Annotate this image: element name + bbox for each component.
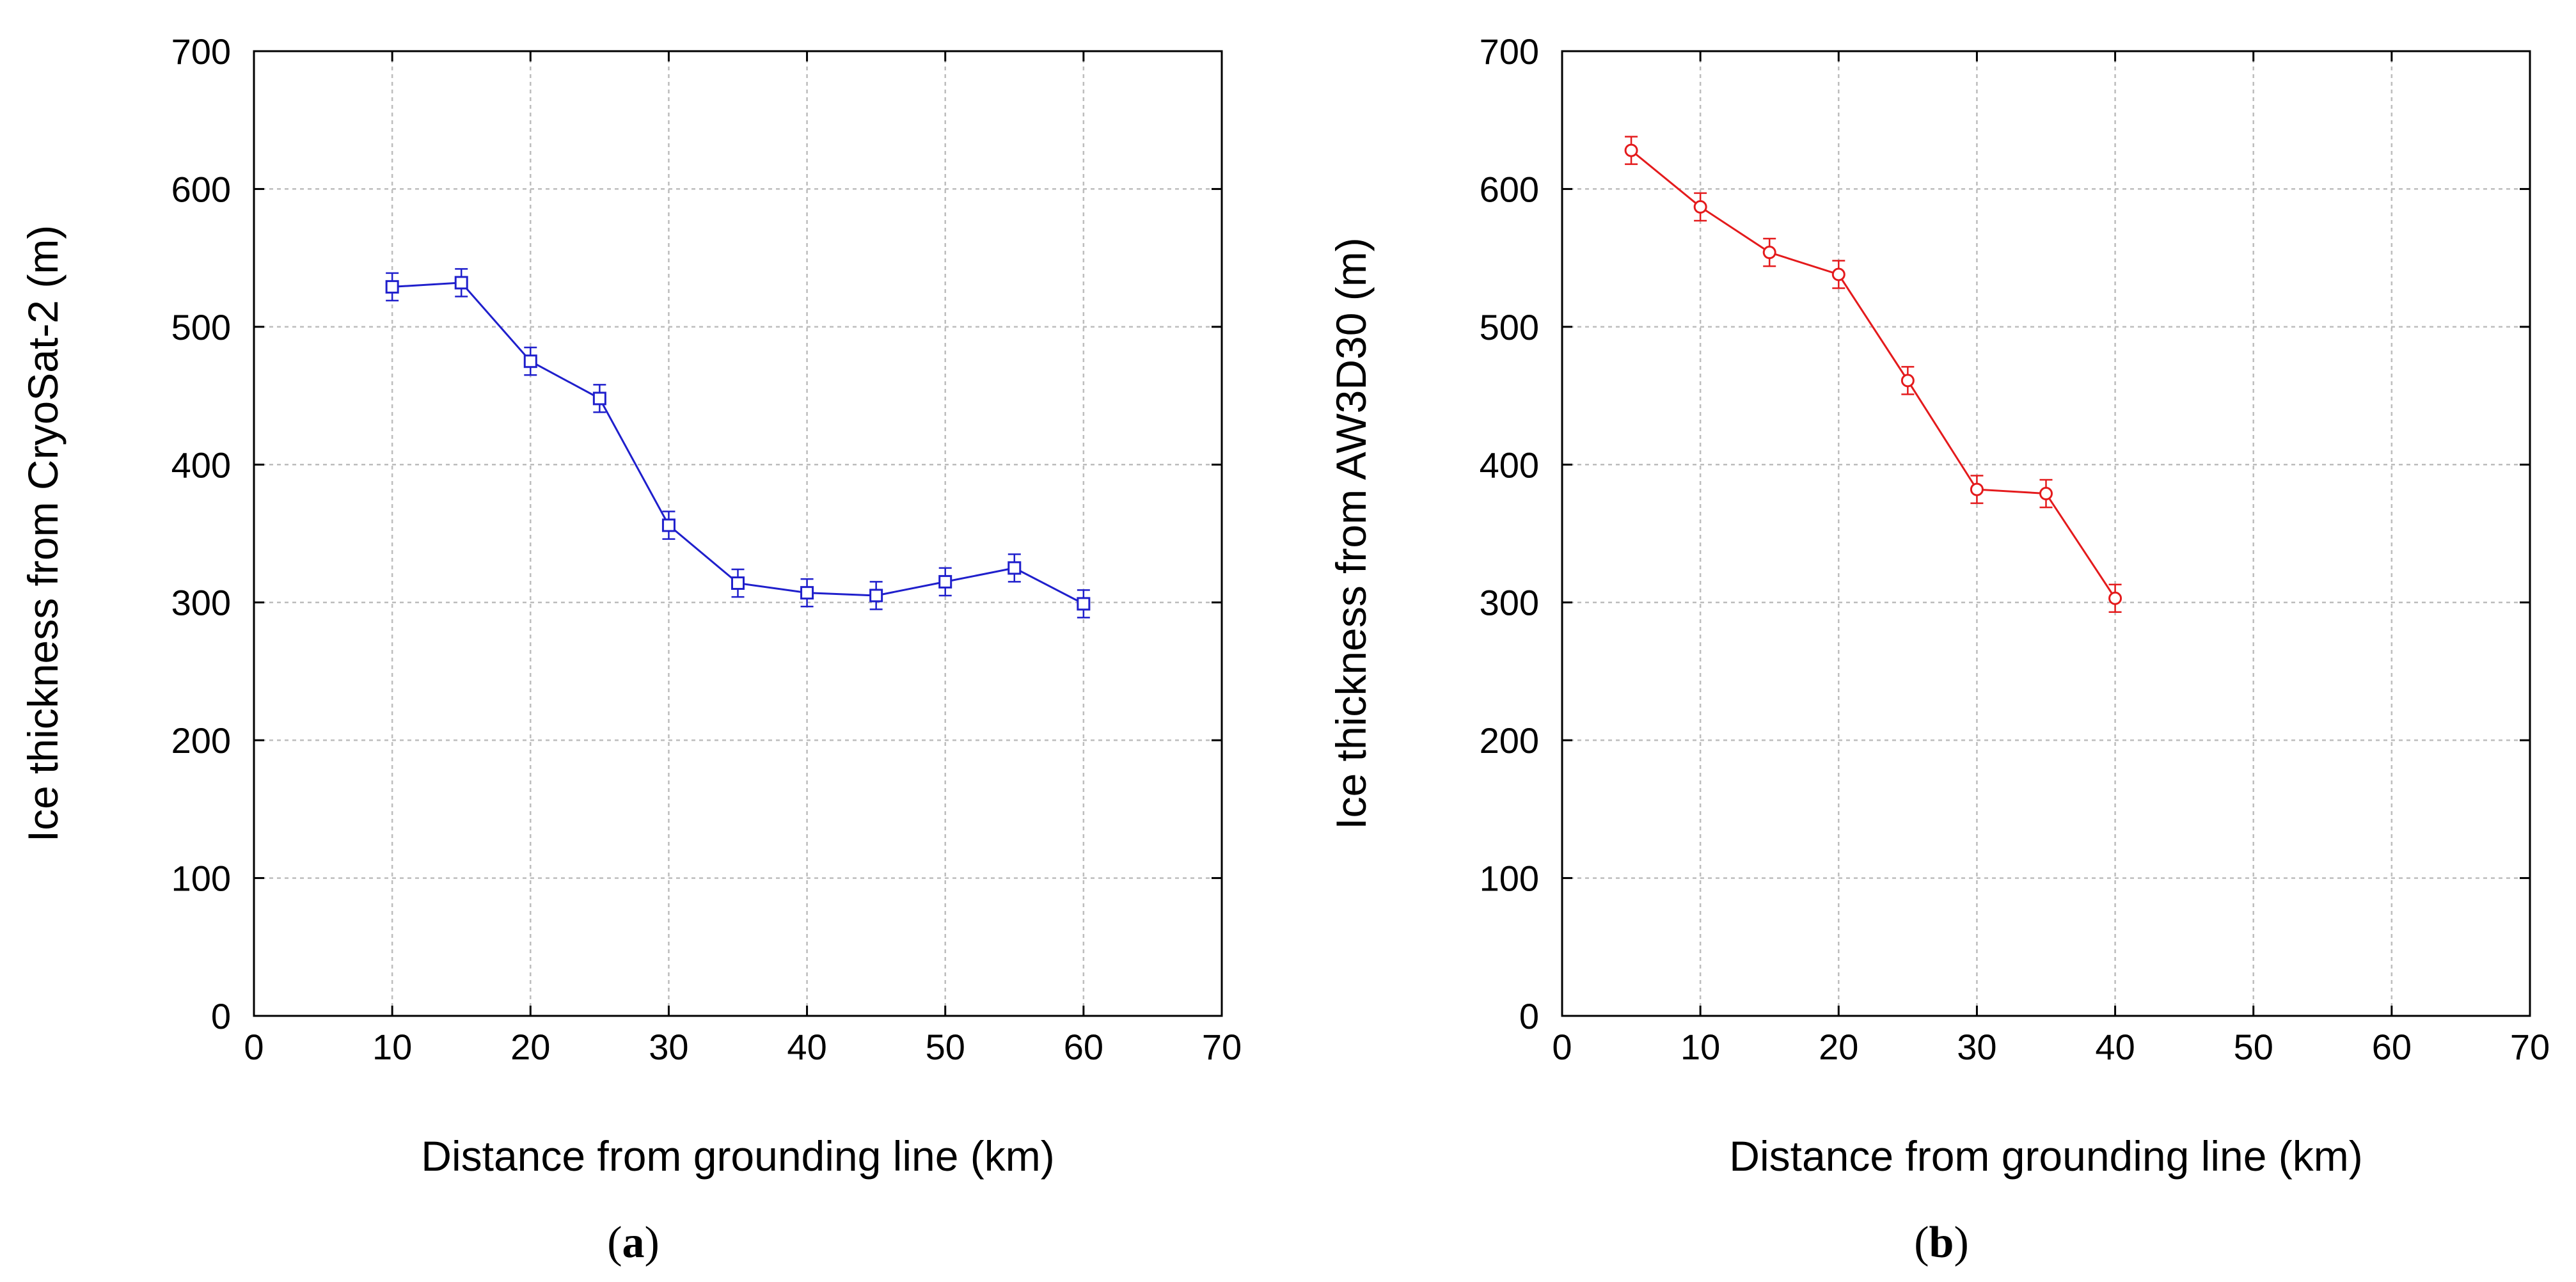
x-tick-label: 0 <box>244 1027 264 1067</box>
data-point <box>1900 374 1915 388</box>
data-point <box>1693 200 1707 214</box>
x-tick-label: 50 <box>926 1027 965 1067</box>
x-tick-label: 60 <box>2372 1027 2412 1067</box>
data-point <box>2039 487 2053 501</box>
gridlines <box>254 51 1222 1016</box>
x-tick-label: 70 <box>1202 1027 1242 1067</box>
data-point <box>1007 561 1022 575</box>
x-tick-label: 60 <box>1064 1027 1103 1067</box>
x-tick-label: 70 <box>2510 1027 2550 1067</box>
data-point <box>731 576 745 590</box>
x-tick-label: 10 <box>372 1027 412 1067</box>
data-point <box>661 518 676 532</box>
data-point <box>592 392 606 406</box>
x-axis-label: Distance from grounding line (km) <box>421 1132 1054 1180</box>
x-tick-label: 40 <box>787 1027 826 1067</box>
x-tick-label: 0 <box>1552 1027 1572 1067</box>
data-point <box>385 280 399 294</box>
y-axis-label: Ice thickness from AW3D30 (m) <box>1327 237 1375 829</box>
y-tick-label: 500 <box>171 307 231 347</box>
x-tick-label: 30 <box>649 1027 688 1067</box>
data-point <box>1831 267 1845 281</box>
y-tick-label: 400 <box>1480 445 1539 485</box>
series-line <box>1631 149 2116 599</box>
x-tick-label: 10 <box>1680 1027 1720 1067</box>
y-tick-label: 0 <box>211 996 231 1036</box>
plot-frame <box>253 50 1223 1017</box>
x-tick-label: 50 <box>2234 1027 2273 1067</box>
data-point <box>1970 482 1984 496</box>
y-tick-label: 300 <box>1480 583 1539 623</box>
data-series <box>1624 136 2122 613</box>
y-tick-label: 700 <box>1480 31 1539 72</box>
y-tick-label: 600 <box>1480 169 1539 209</box>
x-axis-label: Distance from grounding line (km) <box>1729 1132 2362 1180</box>
y-axis-label: Ice thickness from CryoSat-2 (m) <box>19 225 67 843</box>
plot-frame <box>1561 50 2531 1017</box>
x-tick-label: 20 <box>1819 1027 1858 1067</box>
y-tick-label: 400 <box>171 445 231 485</box>
y-tick-label: 700 <box>171 31 231 72</box>
data-point <box>1762 246 1776 260</box>
data-point <box>1624 143 1638 157</box>
x-tick-label: 30 <box>1957 1027 1996 1067</box>
y-tick-label: 200 <box>171 720 231 761</box>
y-tick-label: 100 <box>171 859 231 899</box>
y-tick-label: 600 <box>171 169 231 209</box>
data-point <box>938 574 952 589</box>
gridlines <box>1562 51 2530 1016</box>
y-tick-label: 300 <box>171 583 231 623</box>
data-point <box>523 354 537 368</box>
y-tick-label: 500 <box>1480 307 1539 347</box>
panel-letter: a <box>622 1218 645 1267</box>
data-point <box>869 589 883 603</box>
y-tick-label: 200 <box>1480 720 1539 761</box>
panel-caption: (a) <box>607 1218 660 1267</box>
data-point <box>800 586 814 600</box>
data-point <box>454 276 468 290</box>
data-series <box>385 268 1091 619</box>
x-tick-label: 40 <box>2095 1027 2135 1067</box>
data-point <box>2108 591 2122 605</box>
panel-letter: b <box>1929 1218 1954 1267</box>
y-tick-label: 100 <box>1480 859 1539 899</box>
y-tick-label: 0 <box>1519 996 1539 1036</box>
data-point <box>1077 597 1091 611</box>
x-tick-label: 20 <box>510 1027 550 1067</box>
panel-caption: (b) <box>1914 1218 1969 1267</box>
